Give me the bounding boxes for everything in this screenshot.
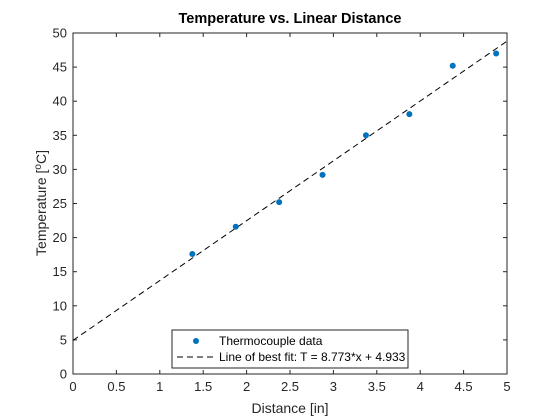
y-axis: 0 5 10 15 20 25 30 35 40 45 50 [53, 26, 507, 382]
legend-marker-thermocouple [193, 338, 199, 344]
y-tick-label: 20 [53, 230, 67, 245]
x-tick-label: 4.5 [455, 379, 473, 394]
data-point [319, 171, 326, 178]
series-layer [72, 40, 508, 341]
y-tick-label: 30 [53, 162, 67, 177]
y-tick-label: 0 [60, 367, 67, 382]
legend-box [171, 329, 409, 369]
axes-box [72, 32, 508, 375]
chart-title: Temperature vs. Linear Distance [179, 11, 402, 27]
y-tick-label: 15 [53, 264, 67, 279]
y-tick-label: 10 [53, 298, 67, 313]
data-point [406, 111, 413, 118]
data-point [493, 50, 500, 57]
x-tick-label: 3 [330, 379, 337, 394]
data-point [449, 62, 456, 69]
legend-label-fit-line: Line of best fit: T = 8.773*x + 4.933 [219, 350, 406, 364]
data-point [232, 223, 239, 230]
x-tick-label: 1.5 [194, 379, 212, 394]
plot-area: 0 0.5 1 1.5 2 2.5 3 3.5 4 4.5 5 0 5 10 15 20 25 30 35 40 45… [53, 26, 511, 395]
data-point [276, 199, 283, 206]
y-tick-label: 25 [53, 196, 67, 211]
x-tick-label: 2.5 [281, 379, 299, 394]
x-tick-label: 4 [417, 379, 424, 394]
x-tick-label: 5 [503, 379, 510, 394]
y-tick-label: 40 [53, 94, 67, 109]
x-tick-label: 2 [243, 379, 250, 394]
y-tick-label: 50 [53, 26, 67, 41]
legend: Thermocouple data Line of best fit: T = … [171, 329, 409, 369]
y-axis-label: Temperature [oC] [33, 150, 49, 256]
x-axis-label: Distance [in] [251, 400, 328, 416]
y-tick-label: 35 [53, 128, 67, 143]
x-tick-label: 3.5 [368, 379, 386, 394]
x-tick-label: 1 [156, 379, 163, 394]
data-point [362, 132, 369, 139]
x-axis: 0 0.5 1 1.5 2 2.5 3 3.5 4 4.5 5 [69, 33, 511, 394]
x-tick-label: 0.5 [107, 379, 125, 394]
legend-label-thermocouple: Thermocouple data [219, 334, 323, 348]
data-point [189, 250, 196, 257]
x-tick-label: 0 [69, 379, 76, 394]
y-tick-label: 45 [53, 60, 67, 75]
y-tick-label: 5 [60, 332, 67, 347]
fit-line [72, 40, 508, 341]
